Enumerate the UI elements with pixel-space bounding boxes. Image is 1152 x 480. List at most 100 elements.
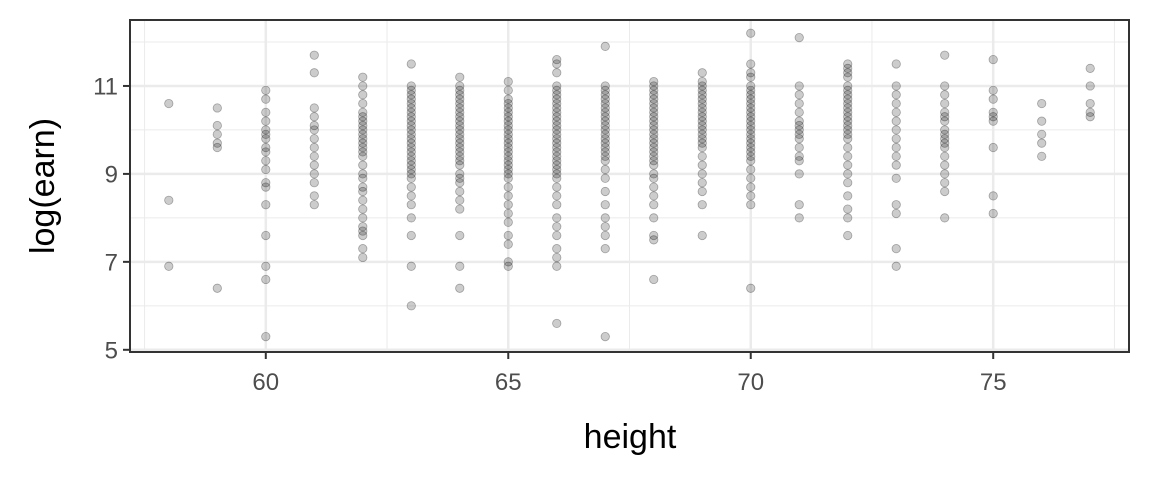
data-point bbox=[552, 156, 562, 166]
data-point bbox=[406, 98, 416, 109]
data-point bbox=[843, 213, 853, 223]
data-point bbox=[212, 120, 222, 131]
data-point bbox=[794, 134, 804, 144]
data-point bbox=[697, 112, 707, 122]
data-point bbox=[1037, 98, 1047, 109]
data-point bbox=[697, 116, 707, 126]
data-point bbox=[503, 164, 513, 175]
data-point bbox=[212, 138, 222, 148]
data-point bbox=[940, 151, 950, 161]
data-point bbox=[600, 134, 610, 144]
data-points bbox=[164, 28, 1095, 342]
data-point bbox=[261, 134, 271, 144]
data-point bbox=[891, 59, 901, 69]
data-point bbox=[988, 142, 998, 153]
data-point bbox=[697, 169, 707, 179]
data-point bbox=[794, 129, 804, 139]
data-point bbox=[746, 147, 756, 157]
data-point bbox=[940, 50, 950, 60]
data-point bbox=[697, 103, 707, 113]
data-point bbox=[649, 142, 659, 153]
data-point bbox=[843, 103, 853, 113]
data-point bbox=[406, 160, 416, 170]
data-point bbox=[843, 129, 853, 139]
data-point bbox=[503, 85, 513, 95]
data-point bbox=[794, 169, 804, 179]
data-point bbox=[406, 147, 416, 157]
data-point bbox=[697, 98, 707, 109]
data-point bbox=[552, 244, 562, 254]
data-point bbox=[843, 116, 853, 126]
data-point bbox=[649, 116, 659, 126]
y-axis-ticks: 5 7 9 11 bbox=[93, 73, 130, 364]
data-point bbox=[406, 125, 416, 135]
data-point bbox=[503, 98, 513, 109]
data-point bbox=[358, 107, 368, 117]
data-point bbox=[261, 332, 271, 342]
data-point bbox=[552, 103, 562, 113]
data-point bbox=[358, 116, 368, 126]
data-point bbox=[843, 59, 853, 69]
data-point bbox=[843, 98, 853, 109]
data-point bbox=[552, 213, 562, 223]
data-point bbox=[649, 90, 659, 100]
data-point bbox=[455, 160, 465, 170]
data-point bbox=[212, 283, 222, 293]
data-point bbox=[649, 147, 659, 157]
data-point bbox=[940, 169, 950, 179]
data-point bbox=[261, 200, 271, 210]
data-point bbox=[164, 98, 174, 109]
data-point bbox=[891, 244, 901, 254]
data-point bbox=[455, 195, 465, 205]
data-point bbox=[843, 85, 853, 95]
data-point bbox=[552, 90, 562, 100]
data-point bbox=[552, 160, 562, 170]
data-point bbox=[746, 134, 756, 144]
data-point bbox=[552, 191, 562, 201]
data-point bbox=[1085, 112, 1095, 122]
data-point bbox=[309, 200, 319, 210]
data-point bbox=[600, 151, 610, 161]
data-point bbox=[406, 134, 416, 144]
data-point bbox=[697, 186, 707, 197]
data-point bbox=[697, 134, 707, 144]
data-point bbox=[746, 191, 756, 201]
data-point bbox=[455, 116, 465, 126]
data-point bbox=[697, 107, 707, 117]
data-point bbox=[794, 107, 804, 117]
data-point bbox=[600, 107, 610, 117]
data-point bbox=[794, 32, 804, 43]
data-point bbox=[309, 178, 319, 188]
data-point bbox=[746, 94, 756, 104]
data-point bbox=[649, 98, 659, 109]
data-point bbox=[1085, 81, 1095, 91]
data-point bbox=[600, 112, 610, 122]
data-point bbox=[843, 230, 853, 241]
data-point bbox=[843, 134, 853, 144]
data-point bbox=[358, 244, 368, 254]
data-point bbox=[697, 68, 707, 78]
data-point bbox=[503, 200, 513, 210]
data-point bbox=[503, 169, 513, 179]
data-point bbox=[358, 160, 368, 170]
data-point bbox=[358, 173, 368, 183]
data-point bbox=[455, 98, 465, 109]
data-point bbox=[988, 112, 998, 122]
data-point bbox=[503, 182, 513, 192]
data-point bbox=[552, 85, 562, 95]
data-point bbox=[843, 160, 853, 170]
data-point bbox=[358, 142, 368, 153]
data-point bbox=[503, 134, 513, 144]
data-point bbox=[455, 134, 465, 144]
data-point bbox=[697, 230, 707, 241]
data-point bbox=[649, 94, 659, 104]
data-point bbox=[261, 116, 271, 126]
data-point bbox=[891, 208, 901, 219]
data-point bbox=[455, 81, 465, 91]
y-axis-title: log(earn) bbox=[24, 118, 62, 254]
data-point bbox=[649, 112, 659, 122]
data-point bbox=[697, 120, 707, 131]
data-point bbox=[600, 125, 610, 135]
data-point bbox=[843, 125, 853, 135]
data-point bbox=[309, 50, 319, 60]
